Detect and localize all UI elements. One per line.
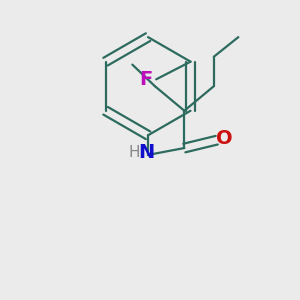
Text: O: O [216, 129, 233, 148]
Text: F: F [140, 70, 153, 89]
Text: N: N [138, 143, 154, 162]
Text: H: H [128, 146, 140, 160]
